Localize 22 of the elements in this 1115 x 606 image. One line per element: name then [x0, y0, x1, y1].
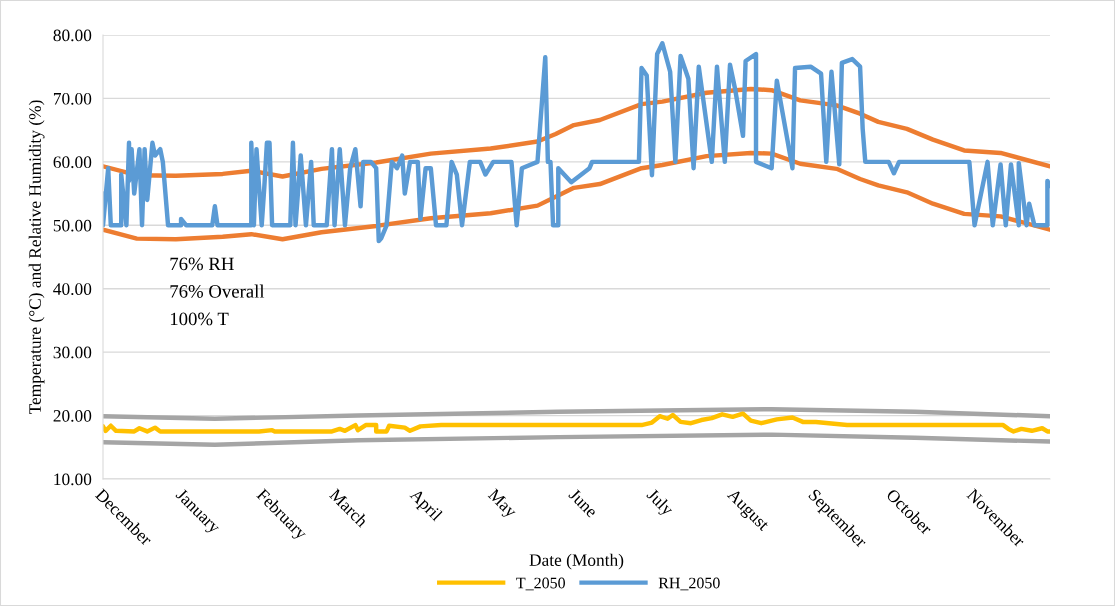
y-tick-label: 40.00: [53, 283, 92, 295]
annotation: 76% RH: [170, 257, 234, 271]
y-tick-label: 20.00: [53, 410, 92, 422]
y-tick-label: 50.00: [53, 219, 92, 232]
y-tick-label: 60.00: [53, 156, 92, 169]
x-tick-label: July: [643, 487, 675, 519]
x-tick-label: May: [485, 488, 518, 521]
line-series: [103, 41, 1050, 244]
x-axis-title: Date (Month): [529, 553, 624, 570]
y-tick-label: 70.00: [53, 92, 92, 105]
x-tick-label: June: [568, 488, 599, 519]
y-axis-title: Temperature (°C) and Relative Humidity (%): [28, 100, 45, 415]
line-series: [103, 432, 1050, 447]
line-series: [103, 411, 1050, 434]
legend-label: T_2050: [516, 577, 565, 591]
annotation: 100% T: [170, 312, 229, 326]
legend-label: RH_2050: [658, 577, 720, 591]
y-tick-label: 10.00: [54, 473, 92, 486]
y-tick-label: 80.00: [53, 29, 92, 42]
line-series: [103, 407, 1050, 421]
annotation: 76% Overall: [170, 284, 265, 298]
y-tick-label: 30.00: [53, 346, 92, 359]
